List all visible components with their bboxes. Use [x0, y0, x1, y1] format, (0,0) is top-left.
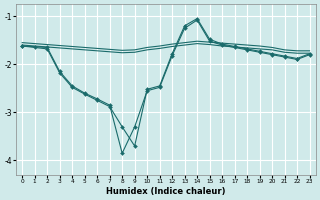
X-axis label: Humidex (Indice chaleur): Humidex (Indice chaleur) [106, 187, 226, 196]
